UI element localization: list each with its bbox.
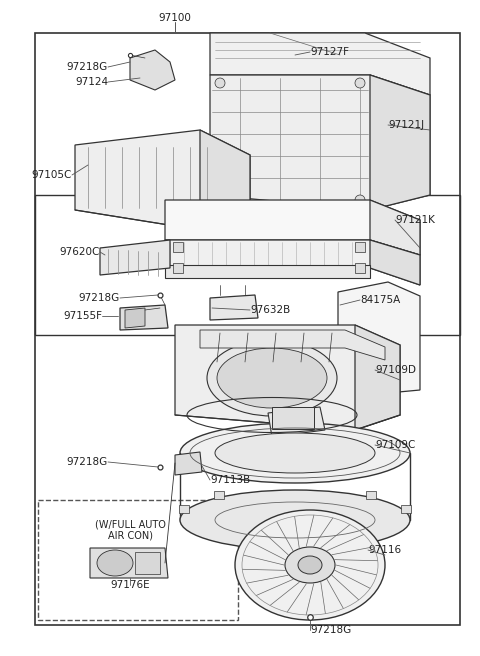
- Bar: [214, 491, 224, 499]
- Text: 97109D: 97109D: [375, 365, 416, 375]
- Text: 84175A: 84175A: [360, 295, 400, 305]
- Text: 97113B: 97113B: [210, 475, 250, 485]
- Ellipse shape: [215, 78, 225, 88]
- Bar: [179, 505, 189, 513]
- Ellipse shape: [180, 490, 410, 550]
- Polygon shape: [165, 265, 370, 278]
- Polygon shape: [165, 240, 420, 285]
- Bar: [366, 491, 376, 499]
- Polygon shape: [370, 200, 420, 255]
- Text: 97109C: 97109C: [375, 440, 415, 450]
- Bar: [173, 263, 183, 273]
- Polygon shape: [100, 240, 170, 275]
- Ellipse shape: [235, 510, 385, 620]
- Polygon shape: [200, 330, 385, 360]
- Bar: [355, 242, 365, 252]
- Bar: [38, 500, 238, 620]
- Polygon shape: [120, 305, 168, 330]
- Polygon shape: [370, 75, 430, 210]
- Text: 97218G: 97218G: [67, 62, 108, 72]
- Text: 97124: 97124: [75, 77, 108, 87]
- Ellipse shape: [298, 556, 322, 574]
- Bar: [360, 335, 378, 349]
- Ellipse shape: [180, 423, 410, 483]
- Bar: [355, 263, 365, 273]
- Text: 97121K: 97121K: [395, 215, 435, 225]
- Polygon shape: [125, 308, 145, 328]
- Bar: [401, 505, 411, 513]
- Polygon shape: [355, 325, 400, 430]
- Ellipse shape: [207, 340, 337, 416]
- Polygon shape: [165, 200, 420, 255]
- Polygon shape: [338, 282, 420, 393]
- Polygon shape: [75, 130, 250, 230]
- Text: 97127F: 97127F: [310, 47, 349, 57]
- Ellipse shape: [215, 195, 225, 205]
- Text: 97155F: 97155F: [63, 311, 102, 321]
- Bar: [35, 33, 460, 625]
- Polygon shape: [175, 452, 202, 475]
- Text: 97121J: 97121J: [388, 120, 424, 130]
- Text: 97620C: 97620C: [60, 247, 100, 257]
- Polygon shape: [200, 130, 250, 230]
- Bar: [173, 242, 183, 252]
- Text: 97632B: 97632B: [250, 305, 290, 315]
- Text: 97100: 97100: [158, 13, 192, 23]
- Text: 97218G: 97218G: [67, 457, 108, 467]
- Bar: [272, 407, 314, 429]
- Polygon shape: [90, 548, 168, 578]
- Text: 97218G: 97218G: [310, 625, 351, 635]
- Text: 97176E: 97176E: [110, 580, 150, 590]
- Polygon shape: [175, 325, 400, 430]
- Ellipse shape: [355, 78, 365, 88]
- Ellipse shape: [355, 195, 365, 205]
- Text: (W/FULL AUTO
AIR CON): (W/FULL AUTO AIR CON): [95, 519, 166, 541]
- Text: 97116: 97116: [368, 545, 401, 555]
- Text: 97105C: 97105C: [32, 170, 72, 180]
- Text: 97218G: 97218G: [79, 293, 120, 303]
- Ellipse shape: [217, 348, 327, 408]
- Ellipse shape: [285, 547, 335, 583]
- Polygon shape: [370, 240, 420, 285]
- Polygon shape: [210, 75, 430, 210]
- Bar: [135, 552, 160, 574]
- Polygon shape: [210, 33, 430, 95]
- Polygon shape: [268, 407, 325, 437]
- Bar: [35, 195, 460, 335]
- Polygon shape: [210, 295, 258, 320]
- Ellipse shape: [97, 550, 133, 576]
- Ellipse shape: [215, 433, 375, 473]
- Polygon shape: [130, 50, 175, 90]
